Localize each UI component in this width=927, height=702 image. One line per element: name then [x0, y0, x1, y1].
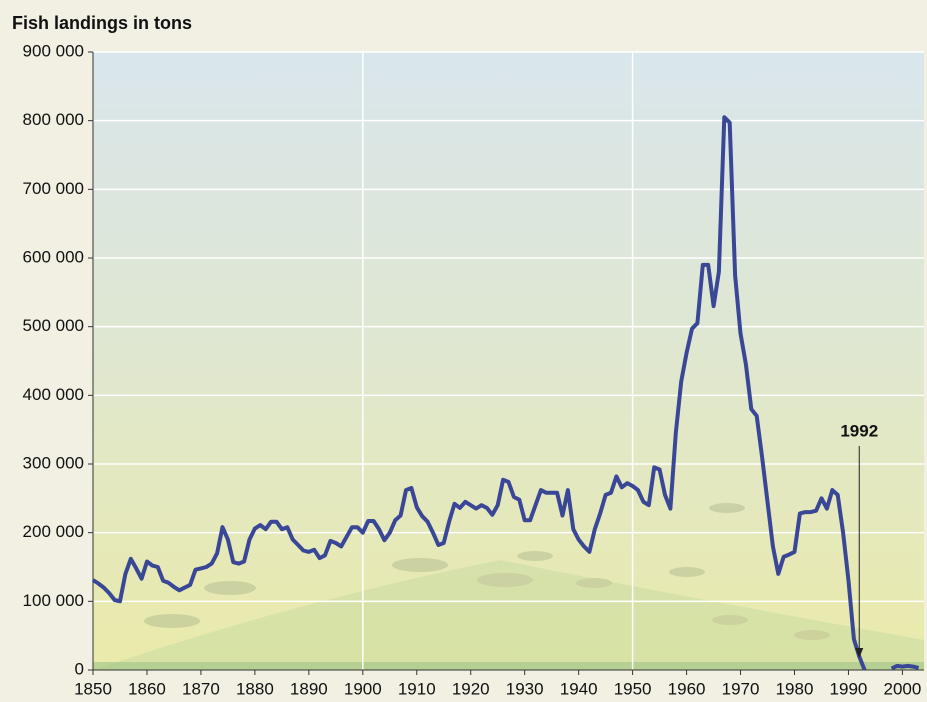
chart: Fish landings in tons 0 100 000 200 000 300… — [0, 0, 927, 702]
y-tick-label: 400 000 — [23, 385, 84, 404]
y-tick-label: 900 000 — [23, 41, 84, 60]
x-tick-label: 1950 — [614, 679, 652, 698]
x-tick-label: 1910 — [398, 679, 436, 698]
y-tick-label: 700 000 — [23, 179, 84, 198]
y-tick-label: 0 — [75, 659, 84, 678]
x-tick-label: 1870 — [182, 679, 220, 698]
x-tick-label: 1860 — [128, 679, 166, 698]
annotation-label: 1992 — [840, 421, 878, 440]
x-tick-label: 1920 — [452, 679, 490, 698]
x-tick-label: 1990 — [830, 679, 868, 698]
y-tick-label: 100 000 — [23, 591, 84, 610]
y-tick-label: 600 000 — [23, 247, 84, 266]
x-tick-label: 1930 — [506, 679, 544, 698]
x-tick-label: 1960 — [668, 679, 706, 698]
x-tick-label: 1900 — [344, 679, 382, 698]
y-tick-label: 200 000 — [23, 522, 84, 541]
y-tick-label: 500 000 — [23, 316, 84, 335]
x-tick-label: 1880 — [236, 679, 274, 698]
x-tick-label: 1980 — [776, 679, 814, 698]
x-tick-label: 1850 — [74, 679, 112, 698]
x-tick-label: 1970 — [722, 679, 760, 698]
seabed — [93, 662, 924, 670]
x-tick-label: 1940 — [560, 679, 598, 698]
y-tick-label: 800 000 — [23, 110, 84, 129]
chart-title: Fish landings in tons — [12, 13, 192, 33]
y-tick-label: 300 000 — [23, 453, 84, 472]
x-tick-label: 1890 — [290, 679, 328, 698]
x-tick-label: 2000 — [884, 679, 922, 698]
